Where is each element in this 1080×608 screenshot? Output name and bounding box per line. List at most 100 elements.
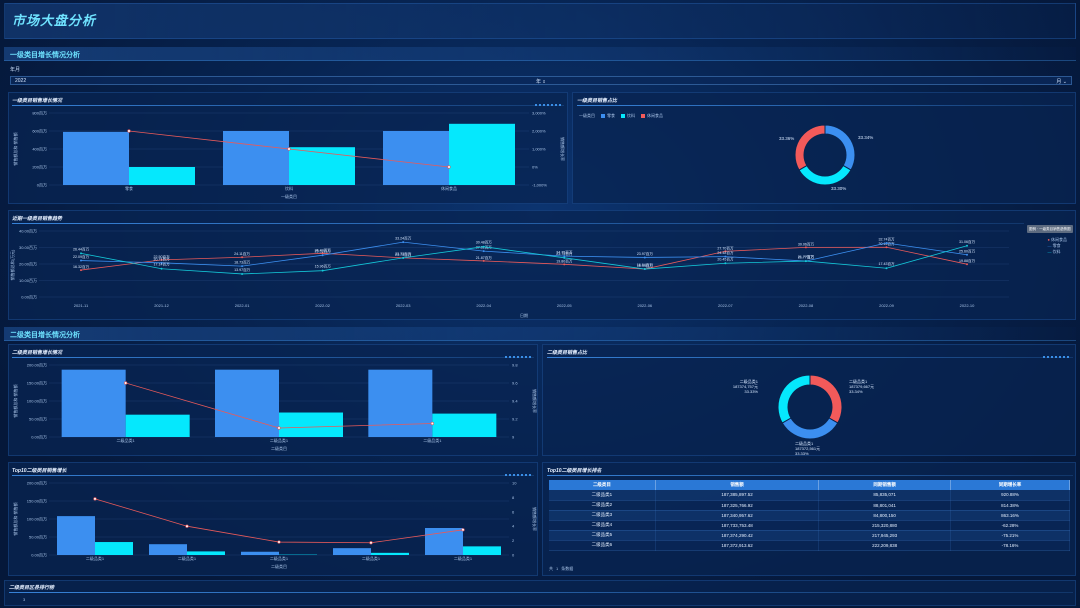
trend-point-label: 18.73百万 xyxy=(234,260,251,265)
chevron-down-icon: ⌄ xyxy=(1062,79,1067,85)
x-tick-label: 2022-09 xyxy=(879,303,894,308)
trend-point-label: 21.77百万 xyxy=(798,254,815,259)
table-row[interactable]: 二级品类6 187,372,913.62 222,209,838 -78.16% xyxy=(549,540,1070,551)
trend-point-label: 23.97百万 xyxy=(637,251,654,256)
y-tick-label: 150.00百万 xyxy=(27,381,47,386)
trend-point xyxy=(804,246,807,249)
y-axis-label: 销售额总和·销售额 xyxy=(12,132,18,165)
trend-point-label: 23.75百万 xyxy=(556,251,573,256)
trend-point-label: 24.48百万 xyxy=(717,250,734,255)
bar-sales xyxy=(425,528,463,555)
x-tick-label: 2021-12 xyxy=(154,303,169,308)
bar-sales xyxy=(368,369,433,437)
table-row[interactable]: 二级品类1 187,385,897.52 85,835,071 920.88% xyxy=(549,490,1070,501)
month-unit: 月 ⌄ xyxy=(1056,79,1067,85)
legend-tooltip[interactable]: 图例 · 一级类目销售趋势图 xyxy=(1027,225,1073,233)
y2-tick-label: 4 xyxy=(512,524,515,529)
trend-point-label: 31.06百万 xyxy=(959,239,976,244)
legend-item[interactable]: — 饮料 xyxy=(1047,249,1061,254)
trend-point xyxy=(482,245,485,248)
donut-slice xyxy=(824,124,856,171)
x-tick-label: 2022-01 xyxy=(235,303,250,308)
trend-point xyxy=(885,241,888,244)
slice-label-value: 187372,561元 xyxy=(795,446,820,451)
x-tick-label: 休闲食品 xyxy=(441,185,457,191)
bottom-value: 3 xyxy=(23,597,26,602)
x-axis-label: 二级类目 xyxy=(271,563,287,569)
column-header[interactable]: 同期销售额 xyxy=(818,480,952,490)
pagination: 共 1 条数据 xyxy=(549,566,574,571)
trend-line xyxy=(80,245,968,275)
column-header[interactable]: 二级类目 xyxy=(549,480,656,490)
y-tick-label: 200百万 xyxy=(32,165,47,170)
x-tick-label: 饮料 xyxy=(285,185,293,191)
table-cell: 222,209,838 xyxy=(818,540,952,551)
donut-slice xyxy=(777,374,811,424)
y-tick-label: 40.00百万 xyxy=(19,229,37,234)
x-tick-label: 二级品类1 xyxy=(362,555,381,561)
section-header-l1 xyxy=(4,47,1076,61)
y2-tick-label: 2 xyxy=(512,538,515,543)
table-row[interactable]: 二级品类3 187,340,957.62 84,800,150 863.16% xyxy=(549,510,1070,521)
growth-line xyxy=(94,498,464,544)
column-header[interactable]: 同期增长率 xyxy=(950,480,1070,490)
bar-prior-sales xyxy=(371,552,409,555)
table-header-row: 二级类目 销售额 同期销售额 同期增长率 xyxy=(549,480,1070,490)
section-title-l2: 二级类目增长情况分析 xyxy=(10,332,80,339)
table-cell: 187,372,913.62 xyxy=(655,540,820,551)
page-title: 市场大盘分析 xyxy=(12,13,97,28)
year-month-select[interactable]: 2022 年 ⇕ 月 ⌄ xyxy=(10,76,1072,85)
legend-title: 一级类目 xyxy=(579,113,595,118)
column-header[interactable]: 销售额 xyxy=(655,480,820,490)
table-row[interactable]: 二级品类4 187,733,753.48 215,320,880 -62.28% xyxy=(549,520,1070,531)
y2-tick-label: 2,000% xyxy=(532,129,546,134)
x-tick-label: 二级品类1 xyxy=(86,555,105,561)
trend-point-label: 21.77百万 xyxy=(798,255,815,260)
bar-prior-sales xyxy=(187,551,225,555)
panel-title: 一级类目销售增长情况 xyxy=(12,98,63,104)
divider xyxy=(12,475,534,476)
y2-tick-label: 9.4 xyxy=(512,399,518,404)
table-cell: -62.28% xyxy=(950,520,1070,531)
y-tick-label: 20.00百万 xyxy=(19,262,37,267)
trend-point-label: 23.73百万 xyxy=(395,252,412,257)
trend-point xyxy=(724,250,727,253)
table-cell: 85,835,071 xyxy=(818,490,952,501)
decorative-dashes xyxy=(1043,356,1071,358)
trend-point-label: 30.06百万 xyxy=(798,241,815,246)
section-header-l2 xyxy=(4,327,1076,341)
bar-prior-sales xyxy=(125,414,190,437)
legend-item[interactable]: 零食 xyxy=(601,113,615,119)
panel-title: 近期一级类目销售趋势 xyxy=(12,216,63,222)
legend-item[interactable]: 休闲食品 xyxy=(641,113,663,119)
panel-title: Top10二级类目增长排名 xyxy=(547,468,602,474)
donut-slice xyxy=(794,124,826,171)
table-cell: 二级品类1 xyxy=(549,490,656,501)
trend-point xyxy=(80,259,82,262)
panel-trend: 近期一级类目销售趋势 图例 · 一级类目销售趋势图 ● 休闲食品 — 零食 — … xyxy=(8,210,1076,320)
panel-l1-growth: 一级类目销售增长情况 0百万 200百万 400百万 600百万 800百万 -1,000… xyxy=(8,92,568,204)
bar-sales xyxy=(61,369,126,437)
trend-point xyxy=(321,254,324,257)
y2-tick-label: 9.8 xyxy=(512,363,518,368)
legend-item[interactable]: 饮料 xyxy=(621,113,635,119)
legend-item[interactable]: — 零食 xyxy=(1047,243,1061,248)
chart-top10-growth: 0.00百万 50.00百万 100.00百万 150.00百万 200.00百万 0 2 4… xyxy=(12,481,538,570)
y2-tick-label: 0 xyxy=(512,553,515,558)
table-cell: 187,374,290.42 xyxy=(655,530,820,541)
table-row[interactable]: 二级品类5 187,374,290.42 217,945,293 -75.21% xyxy=(549,530,1070,541)
growth-point xyxy=(287,147,291,151)
x-tick-label: 2021-11 xyxy=(74,303,89,308)
table-row[interactable]: 二级品类2 187,325,766.92 88,801,041 814.38% xyxy=(549,500,1070,511)
table-cell: 88,801,041 xyxy=(818,500,952,511)
legend-item[interactable]: ● 休闲食品 xyxy=(1047,237,1067,242)
divider xyxy=(12,223,1024,224)
table-cell: 217,945,293 xyxy=(818,530,952,541)
trend-point-label: 20.71百万 xyxy=(154,256,171,261)
trend-point xyxy=(402,241,405,244)
trend-point-label: 33.24百万 xyxy=(395,236,412,241)
bar-prior-sales xyxy=(129,167,195,185)
divider xyxy=(547,475,1073,476)
table-cell: 863.16% xyxy=(950,510,1070,521)
slice-label-pct: 33.34% xyxy=(849,389,863,394)
